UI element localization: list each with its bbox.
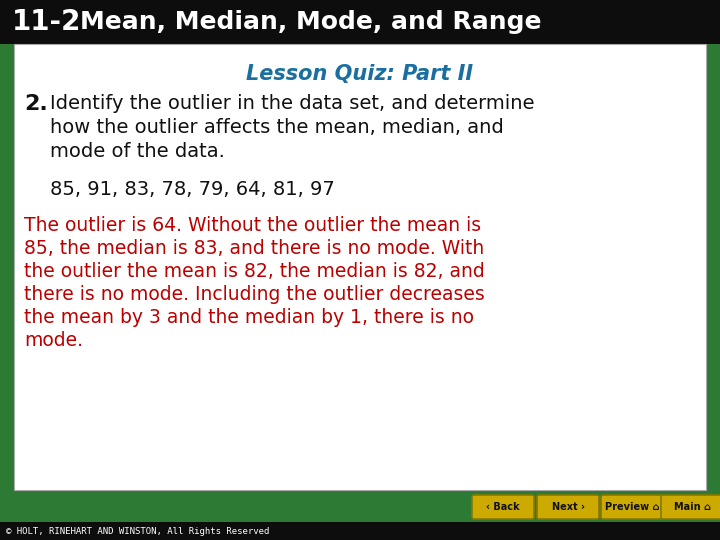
Text: Mean, Median, Mode, and Range: Mean, Median, Mode, and Range [80,10,541,34]
Text: Preview ⌂: Preview ⌂ [605,502,660,512]
Text: mode of the data.: mode of the data. [50,142,225,161]
FancyBboxPatch shape [537,495,599,519]
Bar [0,522,720,540]
FancyBboxPatch shape [14,44,706,490]
Text: Lesson Quiz: Part II: Lesson Quiz: Part II [246,64,474,84]
Bar [0,0,720,44]
Text: 85, 91, 83, 78, 79, 64, 81, 97: 85, 91, 83, 78, 79, 64, 81, 97 [50,180,335,199]
Text: 11-2: 11-2 [12,8,81,36]
FancyBboxPatch shape [472,495,534,519]
Text: how the outlier affects the mean, median, and: how the outlier affects the mean, median… [50,118,504,137]
Text: mode.: mode. [24,331,83,350]
FancyBboxPatch shape [601,495,663,519]
Text: ‹ Back: ‹ Back [486,502,520,512]
Text: 2.: 2. [24,94,48,114]
Text: Identify the outlier in the data set, and determine: Identify the outlier in the data set, an… [50,94,534,113]
Text: the outlier the mean is 82, the median is 82, and: the outlier the mean is 82, the median i… [24,262,485,281]
Text: Main ⌂: Main ⌂ [673,502,711,512]
Text: Next ›: Next › [552,502,585,512]
Bar [0,490,720,540]
FancyBboxPatch shape [661,495,720,519]
Text: there is no mode. Including the outlier decreases: there is no mode. Including the outlier … [24,285,485,304]
Text: the mean by 3 and the median by 1, there is no: the mean by 3 and the median by 1, there… [24,308,474,327]
Text: The outlier is 64. Without the outlier the mean is: The outlier is 64. Without the outlier t… [24,216,481,235]
Text: 85, the median is 83, and there is no mode. With: 85, the median is 83, and there is no mo… [24,239,485,258]
Text: © HOLT, RINEHART AND WINSTON, All Rights Reserved: © HOLT, RINEHART AND WINSTON, All Rights… [6,526,269,536]
